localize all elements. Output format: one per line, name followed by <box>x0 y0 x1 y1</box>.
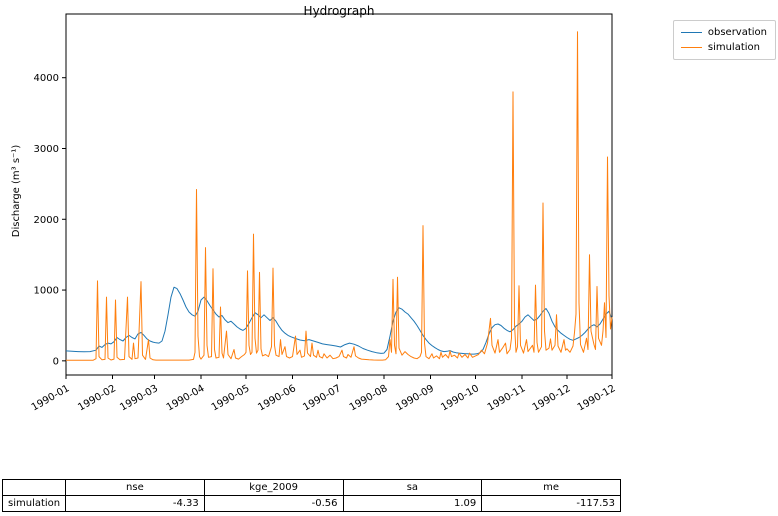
series-simulation <box>66 31 613 361</box>
x-tick-label: 1990-12 <box>531 383 573 413</box>
y-axis-label: Discharge (m³ s⁻¹) <box>11 144 22 238</box>
col-header-nse: nse <box>65 479 205 496</box>
legend-label-simulation: simulation <box>707 42 760 53</box>
metrics-header-row: nse kge_2009 sa me <box>2 479 621 496</box>
y-tick-label: 2000 <box>34 215 59 226</box>
value-kge-2009: -0.56 <box>203 495 344 512</box>
legend-item-simulation: simulation <box>680 40 767 55</box>
observation-line-swatch <box>680 32 702 33</box>
x-tick-label: 1990-08 <box>348 383 390 413</box>
y-tick-label: 0 <box>53 356 59 367</box>
value-me: -117.53 <box>481 495 621 512</box>
corner-cell <box>2 479 66 496</box>
plot-border <box>65 13 613 376</box>
metrics-table: nse kge_2009 sa me simulation -4.33 -0.5… <box>2 479 621 512</box>
col-header-kge-2009: kge_2009 <box>203 479 344 496</box>
x-tick-label: 1990-10 <box>439 383 481 413</box>
col-header-me: me <box>481 479 621 496</box>
series-observation <box>65 286 613 355</box>
metrics-row-simulation: simulation -4.33 -0.56 1.09 -117.53 <box>2 495 621 512</box>
y-tick-label: 1000 <box>34 286 59 297</box>
value-nse: -4.33 <box>65 495 205 512</box>
y-tick-label: 3000 <box>34 144 59 155</box>
legend-label-observation: observation <box>707 27 767 38</box>
x-tick-label: 1990-01 <box>30 383 72 413</box>
x-tick-label: 1990-03 <box>118 383 160 413</box>
x-tick-label: 1990-12 <box>576 383 618 413</box>
x-tick-label: 1990-04 <box>165 383 207 413</box>
value-sa: 1.09 <box>342 495 483 512</box>
x-tick-label: 1990-09 <box>394 383 436 413</box>
x-tick-label: 1990-11 <box>486 383 528 413</box>
col-header-sa: sa <box>342 479 483 496</box>
x-tick-label: 1990-07 <box>301 383 343 413</box>
x-tick-label: 1990-02 <box>76 383 118 413</box>
y-tick-label: 4000 <box>34 73 59 84</box>
simulation-line-swatch <box>680 47 702 48</box>
x-tick-label: 1990-05 <box>210 383 252 413</box>
x-tick-label: 1990-06 <box>256 383 298 413</box>
legend: observation simulation <box>672 20 776 60</box>
legend-item-observation: observation <box>680 25 767 40</box>
row-label-simulation: simulation <box>2 495 66 512</box>
